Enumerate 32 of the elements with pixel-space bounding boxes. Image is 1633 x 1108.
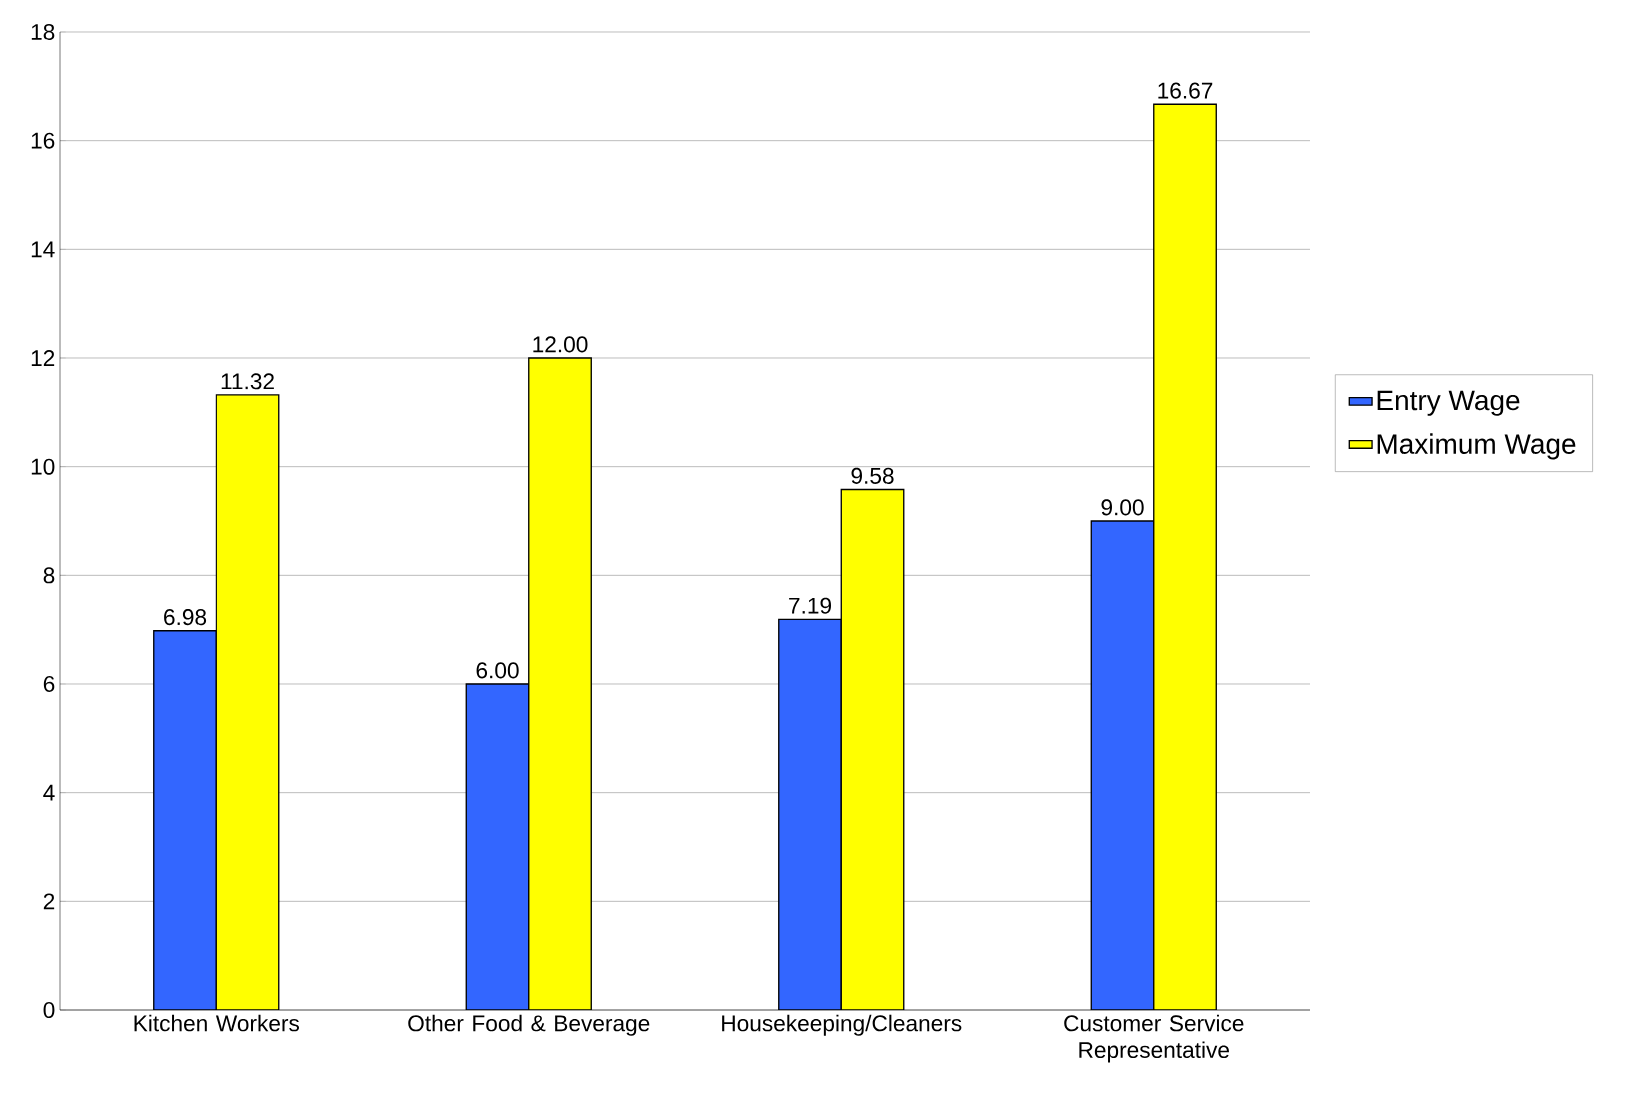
data-label: 6.98 [164, 609, 207, 626]
bar [1153, 103, 1217, 1010]
x-tick-label: Kitchen Workers [134, 1014, 299, 1032]
data-label: 7.19 [789, 597, 831, 614]
bar [465, 683, 530, 1010]
legend-label: Maximum Wage [1377, 433, 1576, 460]
data-label: 12.00 [533, 336, 588, 353]
bar [1090, 520, 1155, 1010]
data-label: 11.32 [221, 373, 274, 390]
legend-label: Entry Wage [1377, 390, 1520, 416]
data-label: 16.67 [1158, 82, 1213, 99]
x-tick-label: Housekeeping/Cleaners [722, 1014, 962, 1036]
y-tick-label: 10 [31, 458, 55, 475]
bar [215, 394, 280, 1010]
y-tick-label: 8 [43, 567, 55, 584]
x-tick-label: Customer Service Representative [1064, 1014, 1244, 1063]
y-tick-label: 16 [31, 132, 55, 149]
data-label: 9.00 [1101, 499, 1144, 516]
y-tick-label: 12 [31, 350, 55, 366]
y-tick-label: 6 [43, 675, 55, 693]
bar [778, 618, 842, 1010]
data-label: 9.58 [851, 467, 894, 484]
y-tick-label: 18 [31, 23, 55, 41]
x-tick-label: Other Food & Beverage [408, 1014, 650, 1036]
bar [840, 488, 905, 1010]
y-tick-label: 0 [43, 1001, 55, 1019]
y-tick-label: 4 [43, 784, 55, 801]
y-tick-label: 2 [43, 893, 55, 910]
bar [153, 630, 217, 1010]
data-label: 6.00 [476, 662, 519, 679]
y-tick-label: 14 [31, 241, 55, 258]
bar [528, 357, 592, 1010]
